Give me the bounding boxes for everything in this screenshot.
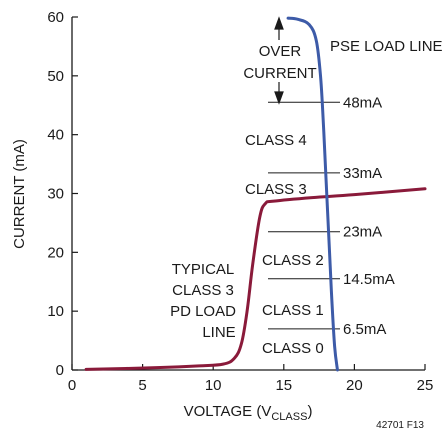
- pd-label-line1: TYPICAL: [172, 261, 235, 278]
- pd-label-line4: LINE: [202, 324, 235, 341]
- class-0-label: CLASS 0: [262, 340, 324, 357]
- x-axis-title: VOLTAGE (VCLASS): [184, 403, 313, 423]
- threshold-label: 6.5mA: [343, 321, 386, 338]
- threshold-label: 23mA: [343, 224, 382, 241]
- class-1-label: CLASS 1: [262, 302, 324, 319]
- series-line-pse: [286, 16, 339, 372]
- class-3-label: CLASS 3: [245, 181, 307, 198]
- y-tick-label: 50: [47, 68, 64, 85]
- series-line-pd: [84, 187, 427, 371]
- threshold-label: 48mA: [343, 94, 382, 111]
- y-tick-label: 0: [56, 362, 64, 379]
- pd-label-line2: CLASS 3: [172, 282, 234, 299]
- x-tick-label: 5: [138, 377, 146, 394]
- x-axis-title-main: VOLTAGE (V: [184, 403, 272, 420]
- pd-label-line3: PD LOAD: [170, 303, 236, 320]
- x-tick-label: 20: [346, 377, 363, 394]
- threshold-label: 14.5mA: [343, 271, 395, 288]
- over-current-arrows: [274, 16, 284, 105]
- arrow-down-head: [274, 91, 284, 105]
- x-tick-label: 15: [275, 377, 292, 394]
- y-tick-label: 30: [47, 186, 64, 203]
- axis-ticks: [71, 16, 426, 371]
- y-tick-label: 10: [47, 303, 64, 320]
- tick-labels: 0 5 10 15 20 25 0 10 20 30 40 50 60: [47, 9, 433, 394]
- current-label: CURRENT: [243, 65, 316, 82]
- y-tick-label: 20: [47, 244, 64, 261]
- x-tick-label: 10: [205, 377, 222, 394]
- y-tick-label: 60: [47, 9, 64, 26]
- arrow-up-head: [274, 16, 284, 30]
- x-tick-label: 25: [417, 377, 434, 394]
- y-tick-label: 40: [47, 127, 64, 144]
- x-axis-title-close: ): [307, 403, 312, 420]
- x-axis-title-subscript: CLASS: [271, 411, 307, 423]
- figure-footnote: 42701 F13: [376, 420, 424, 431]
- class-4-label: CLASS 4: [245, 132, 307, 149]
- class-2-label: CLASS 2: [262, 252, 324, 269]
- pse-load-line-label: PSE LOAD LINE: [330, 38, 443, 55]
- over-label: OVER: [259, 43, 302, 60]
- y-axis-title: CURRENT (mA): [11, 139, 28, 249]
- threshold-label: 33mA: [343, 165, 382, 182]
- x-tick-label: 0: [68, 377, 76, 394]
